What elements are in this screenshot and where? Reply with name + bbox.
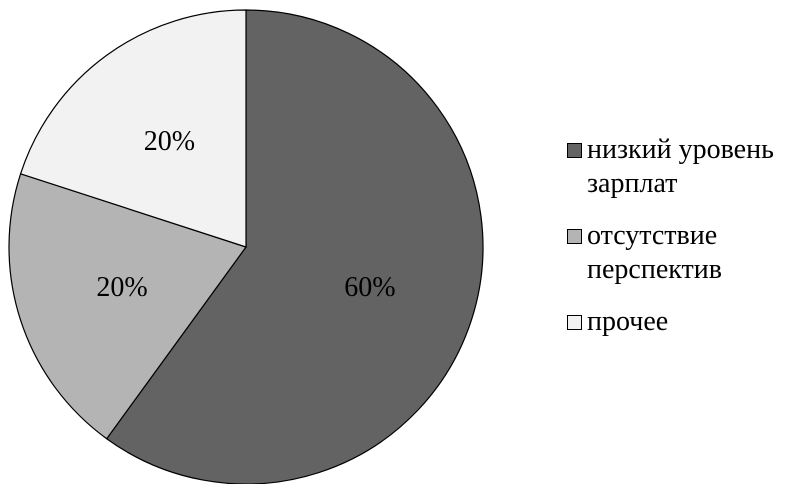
pie-slices (8, 9, 484, 484)
legend-label-no-prospects: отсутствие перспектив (587, 220, 722, 285)
legend-swatch-low-salary (567, 143, 582, 158)
data-label-no-prospects: 20% (96, 272, 147, 303)
legend-label-low-salary: низкий уровень зарплат (587, 134, 774, 199)
pie-slice-no-prospects (8, 173, 247, 440)
legend-item-low-salary: низкий уровень зарплат (556, 133, 803, 201)
legend-item-no-prospects: отсутствие перспектив (556, 219, 803, 287)
legend-swatch-other (567, 315, 582, 330)
pie-plot-area: 60% 20% 20% (8, 9, 484, 484)
legend-swatch-no-prospects (567, 229, 582, 244)
pie-data-labels: 60% 20% 20% (96, 126, 395, 303)
data-label-other: 20% (144, 126, 195, 157)
chart-legend: низкий уровень зарплат отсутствие перспе… (556, 133, 803, 357)
data-label-low-salary: 60% (344, 272, 395, 303)
pie-slice-low-salary (105, 9, 484, 484)
legend-label-other: прочее (587, 306, 669, 337)
pie-slice-other (19, 9, 247, 248)
legend-item-other: прочее (556, 305, 803, 339)
